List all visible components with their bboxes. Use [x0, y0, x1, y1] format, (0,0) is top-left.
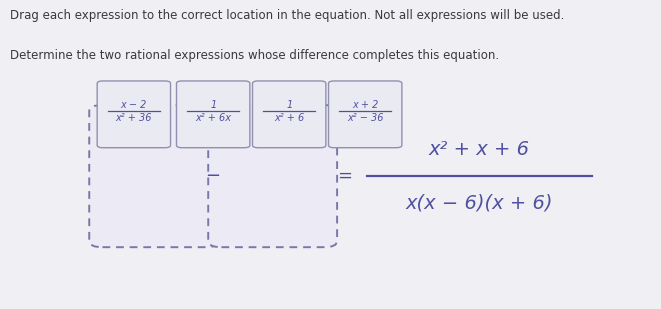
- Text: x² − 36: x² − 36: [347, 113, 383, 123]
- Text: x² + 36: x² + 36: [116, 113, 152, 123]
- Text: x(x − 6)(x + 6): x(x − 6)(x + 6): [405, 193, 553, 212]
- Text: x − 2: x − 2: [121, 100, 147, 110]
- Text: x² + x + 6: x² + x + 6: [429, 140, 529, 159]
- Text: x + 2: x + 2: [352, 100, 378, 110]
- Text: x² + 6x: x² + 6x: [195, 113, 231, 123]
- FancyBboxPatch shape: [253, 81, 326, 148]
- FancyBboxPatch shape: [208, 105, 337, 247]
- Text: 1: 1: [286, 100, 292, 110]
- FancyBboxPatch shape: [97, 81, 171, 148]
- Text: Drag each expression to the correct location in the equation. Not all expression: Drag each expression to the correct loca…: [10, 9, 564, 22]
- Text: x² + 6: x² + 6: [274, 113, 304, 123]
- Text: =: =: [337, 167, 352, 185]
- Text: 1: 1: [210, 100, 216, 110]
- FancyBboxPatch shape: [329, 81, 402, 148]
- FancyBboxPatch shape: [176, 81, 250, 148]
- Text: −: −: [206, 167, 221, 185]
- Text: Determine the two rational expressions whose difference completes this equation.: Determine the two rational expressions w…: [10, 49, 499, 62]
- FancyBboxPatch shape: [89, 105, 218, 247]
